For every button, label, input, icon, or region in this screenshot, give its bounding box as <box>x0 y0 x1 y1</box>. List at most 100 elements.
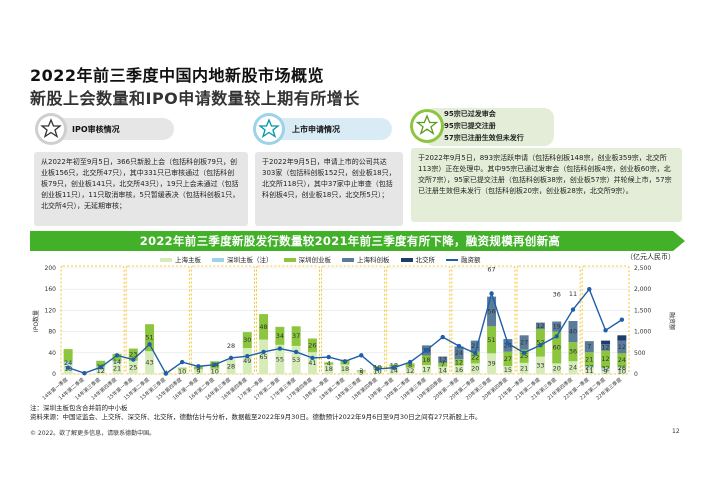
bar-segment <box>601 340 611 345</box>
bar-segment <box>470 363 480 374</box>
bar-segment <box>617 353 627 368</box>
bar-segment <box>454 359 464 366</box>
bar-segment <box>259 339 269 374</box>
data-label: 19 <box>553 323 561 331</box>
footnotes: 注：深圳主板包含合并前的中小板 资料来源：中国证监会、上交所、深交所、北交所，德… <box>30 404 481 422</box>
data-label: 12 <box>536 322 544 330</box>
card-1-body: 从2022年初至9月5日，366只新股上会（包括科创板79只，创业板156只，北… <box>34 152 248 226</box>
card-3-header-shape <box>410 108 554 146</box>
bar-segment <box>617 335 627 341</box>
y-tick-label: 0 <box>52 371 56 378</box>
bar-segment <box>601 344 611 351</box>
amount-point <box>310 355 315 361</box>
bar-segment <box>389 366 399 374</box>
chart-legend: 上海主板 深圳主板（注） 深圳创业板 上海科创板 北交所 融资额 <box>160 254 481 264</box>
data-label: 10 <box>373 367 381 375</box>
data-label: 51 <box>487 336 495 344</box>
year-group-frame <box>386 265 451 375</box>
bar-segment <box>421 364 431 374</box>
y2-axis-label: 融资额 <box>668 312 676 330</box>
bar-segment <box>128 348 138 361</box>
amount-point <box>407 359 413 365</box>
bar-segment <box>63 349 73 362</box>
star-icon <box>415 114 439 136</box>
step-3: 57宗已注册生效但未发行 <box>444 134 524 142</box>
banner-text: 2022年前三季度新股发行数量较2021年前三季度有所下降，融资规模再创新高 <box>139 234 561 248</box>
amount-point <box>98 365 103 370</box>
bar-segment <box>112 361 122 363</box>
bar-segment <box>63 361 73 365</box>
bar-segment <box>487 296 497 327</box>
data-label: 9 <box>604 368 608 376</box>
data-label: 12 <box>601 344 609 352</box>
amount-point <box>114 353 120 358</box>
amount-point <box>326 354 331 360</box>
step-2: 95宗已提交注册 <box>444 122 496 130</box>
data-label: 14 <box>113 358 121 366</box>
bar-segment <box>454 365 464 374</box>
data-label: 24 <box>569 364 577 372</box>
data-label: 20 <box>553 365 561 373</box>
bar-segment <box>193 369 203 374</box>
card-2-body: 于2022年9月5日，申请上市的公司共达303家（包括科创板152只，创业板18… <box>255 152 403 226</box>
bar-segment <box>356 371 366 374</box>
bar-segment <box>454 346 464 360</box>
data-label: 20 <box>471 365 479 373</box>
data-label: 12 <box>601 355 609 363</box>
amount-point <box>65 365 71 370</box>
data-label: 40 <box>569 328 577 336</box>
amount-point <box>293 349 299 355</box>
data-label: 18 <box>422 356 430 364</box>
data-label: 12 <box>406 367 414 375</box>
bar-segment <box>519 335 529 350</box>
amount-point <box>424 348 429 353</box>
bar-segment <box>340 364 350 374</box>
bar-segment <box>584 366 594 369</box>
data-label: 51 <box>145 334 153 342</box>
bar-segment <box>617 367 627 369</box>
amount-point <box>554 334 559 339</box>
data-label: 7 <box>441 361 445 369</box>
bar-segment <box>242 332 252 349</box>
bar-segment <box>487 353 497 374</box>
data-label: 48 <box>259 323 267 331</box>
star-icon <box>258 118 280 139</box>
data-label: 16 <box>455 366 463 374</box>
data-label: 23 <box>129 351 137 359</box>
y2-tick-label: 2,000 <box>634 286 651 293</box>
bar-segment <box>601 350 611 368</box>
bar-segment <box>96 360 106 367</box>
bar-segment <box>503 366 513 374</box>
bar-segment <box>324 362 334 365</box>
data-label: 49 <box>243 357 251 365</box>
data-label: 7 <box>587 343 591 351</box>
amount-point <box>456 343 462 349</box>
data-label: 10 <box>178 367 186 375</box>
data-label: 8 <box>408 362 412 370</box>
data-label: 14 <box>439 366 447 374</box>
bar-segment <box>96 367 106 374</box>
bar-segment <box>503 351 513 367</box>
bar-segment <box>275 326 285 345</box>
bar-segment <box>291 345 301 374</box>
bar-segment <box>291 326 301 346</box>
bar-segment <box>145 351 155 374</box>
data-label: 11 <box>569 290 577 298</box>
data-label: 9 <box>196 368 200 376</box>
data-label: 24 <box>618 356 626 364</box>
bar-segment <box>584 368 594 374</box>
data-label: 52 <box>536 339 544 347</box>
year-group-frame <box>60 265 125 375</box>
bar-segment <box>112 362 122 374</box>
data-label: 22 <box>471 354 479 362</box>
source-note: 资料来源：中国证监会、上交所、深交所、北交所，德勤估计与分析，数据截至2022年… <box>30 413 482 421</box>
card-2-header-shape <box>253 113 392 145</box>
page-number: 12 <box>672 428 680 435</box>
bar-segment <box>552 363 562 374</box>
copyright: © 2022。欲了解更多信息，请联系德勤中国。 <box>30 430 156 437</box>
data-label: 12 <box>97 367 105 375</box>
data-label: 67 <box>487 266 495 274</box>
data-label: 25 <box>520 352 528 360</box>
data-label: 53 <box>292 356 300 364</box>
data-label: 43 <box>145 359 153 367</box>
